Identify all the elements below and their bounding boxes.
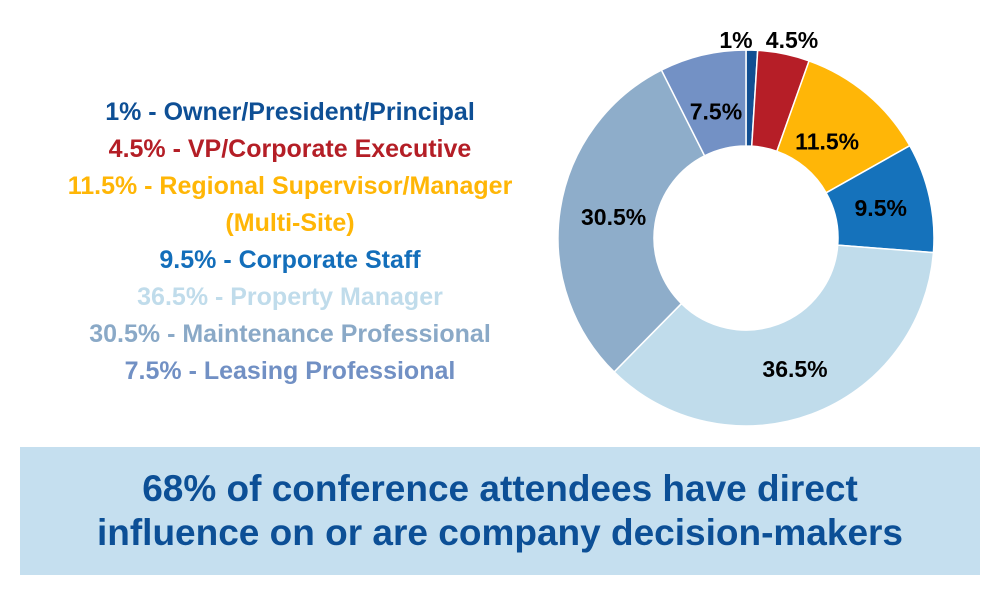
donut-chart: 1% 4.5% 11.5% 9.5% 36.5% 30.5% 7.5% xyxy=(557,27,935,427)
legend-entry-regional: 11.5% - Regional Supervisor/Manager xyxy=(67,172,513,200)
legend-entry-vp: 4.5% - VP/Corporate Executive xyxy=(108,135,472,163)
legend-entry-property-manager: 36.5% - Property Manager xyxy=(137,283,443,311)
slice-label-regional-supervisor-manager-multi-site: 11.5% xyxy=(795,129,859,155)
summary-text: 68% of conference attendees have direct … xyxy=(50,467,950,555)
slice-label-corporate-staff: 9.5% xyxy=(855,195,907,221)
slice-label-maintenance-professional: 30.5% xyxy=(581,204,646,230)
legend-entry-regional-cont: (Multi-Site) xyxy=(225,209,355,237)
summary-line-2: influence on or are company decision-mak… xyxy=(96,512,904,553)
slice-maintenance-professional xyxy=(557,69,706,374)
legend-entry-leasing: 7.5% - Leasing Professional xyxy=(124,357,456,385)
slice-label-vp-corporate-executive: 4.5% xyxy=(766,27,818,53)
slice-label-property-manager: 36.5% xyxy=(762,356,827,382)
slice-label-owner-president-principal: 1% xyxy=(719,27,752,53)
legend-entry-owner: 1% - Owner/President/Principal xyxy=(105,98,475,126)
summary-banner: 68% of conference attendees have direct … xyxy=(20,447,980,575)
slice-label-leasing-professional: 7.5% xyxy=(690,99,742,125)
legend-entry-maintenance: 30.5% - Maintenance Professional xyxy=(89,320,491,348)
slice-leasing-professional xyxy=(660,49,747,157)
chart-legend: 1% - Owner/President/Principal 4.5% - VP… xyxy=(40,94,540,390)
legend-entry-corporate-staff: 9.5% - Corporate Staff xyxy=(159,246,421,274)
summary-line-1: 68% of conference attendees have direct xyxy=(142,468,858,509)
slice-property-manager xyxy=(613,244,935,427)
donut-chart-area: 1% 4.5% 11.5% 9.5% 36.5% 30.5% 7.5% xyxy=(557,27,935,427)
